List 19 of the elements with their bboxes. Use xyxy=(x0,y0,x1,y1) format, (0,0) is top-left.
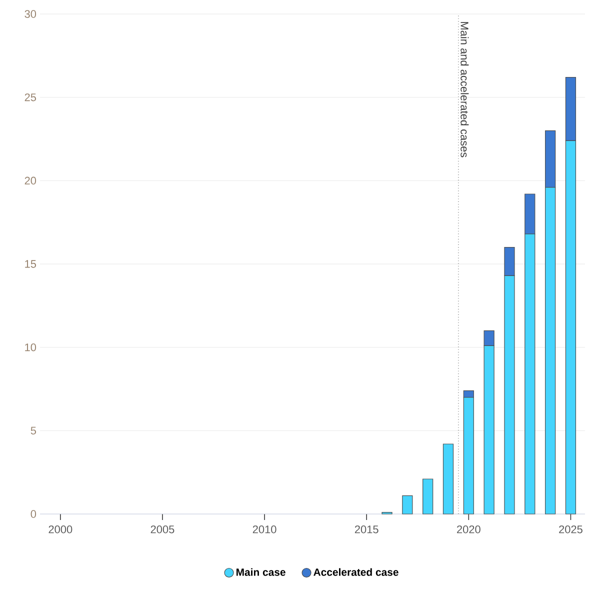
x-tick-label: 2010 xyxy=(252,526,276,534)
y-tick-label: 30 xyxy=(24,10,36,18)
bar xyxy=(402,495,413,514)
x-tick-label: 2005 xyxy=(150,526,174,534)
x-tick-label: 2000 xyxy=(48,526,72,534)
legend-label: Main case xyxy=(236,568,286,576)
x-tick-label: 2025 xyxy=(559,526,582,534)
y-tick-label: 20 xyxy=(24,176,36,185)
bar xyxy=(442,444,454,514)
x-tick-label: 2015 xyxy=(354,526,378,534)
ref-line-label: Main and accelerated cases xyxy=(460,22,469,158)
y-tick-label: 5 xyxy=(30,426,36,434)
bar xyxy=(422,478,434,514)
y-tick-label: 10 xyxy=(25,343,36,352)
y-tick-label: 0 xyxy=(30,510,36,518)
y-tick-label: 25 xyxy=(24,93,36,102)
x-tick-label: 2020 xyxy=(457,526,480,534)
legend-label: Accelerated case xyxy=(314,568,398,576)
y-tick-label: 15 xyxy=(25,260,36,268)
